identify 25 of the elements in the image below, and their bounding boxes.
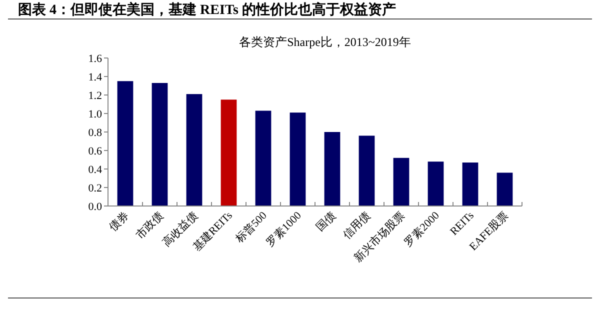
bar — [152, 82, 168, 206]
bar — [186, 94, 202, 206]
y-tick-label: 0.6 — [88, 146, 102, 158]
y-tick-label: 0.4 — [88, 164, 102, 176]
y-tick-label: 0.2 — [88, 182, 102, 194]
x-tick-label: 债券 — [106, 208, 132, 234]
bar — [462, 162, 478, 206]
chart-title: 图表 4：但即使在美国，基建 REITs 的性价比也高于权益资产 — [18, 1, 396, 18]
y-tick-label: 1.2 — [88, 90, 102, 102]
bar — [428, 162, 444, 206]
bar — [358, 136, 375, 206]
bar — [117, 81, 134, 206]
bar — [324, 132, 340, 206]
bar — [290, 112, 306, 206]
y-tick-label: 1.6 — [88, 53, 102, 65]
bar — [220, 100, 237, 206]
y-tick-label: 1.0 — [88, 108, 102, 120]
bar — [496, 172, 513, 206]
bar — [255, 110, 272, 206]
y-tick-label: 1.4 — [88, 72, 102, 84]
chart-subtitle: 各类资产Sharpe比，2013~2019年 — [239, 35, 411, 49]
y-tick-label: 0.8 — [88, 127, 102, 139]
bar — [393, 158, 410, 206]
y-tick-label: 0.0 — [88, 201, 102, 213]
x-tick-label: 国债 — [314, 210, 338, 234]
